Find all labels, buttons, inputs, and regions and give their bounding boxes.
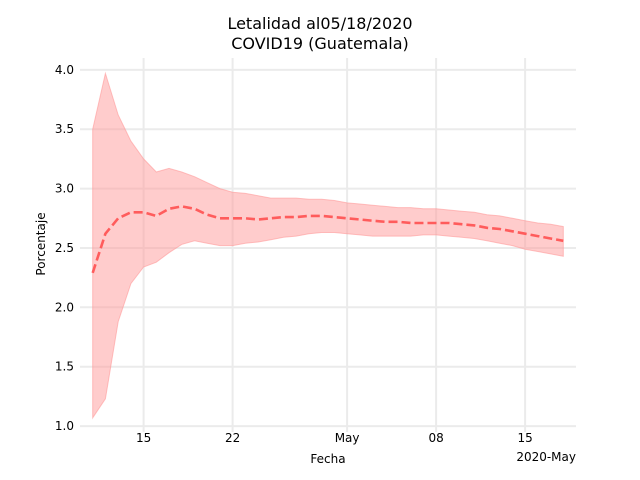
chart-title: Letalidad al05/18/2020	[227, 14, 412, 33]
x-tick-label: 15	[136, 431, 151, 445]
confidence-band	[92, 71, 564, 420]
x-tick-labels: 15 22 May 08 15	[136, 431, 533, 445]
band-layer	[92, 71, 564, 420]
y-tick-label: 3.0	[55, 182, 74, 196]
series-line	[91, 205, 564, 274]
chart-subtitle: COVID19 (Guatemala)	[231, 34, 409, 53]
x-offset-label: 2020-May	[516, 450, 576, 464]
y-tick-label: 2.5	[55, 241, 74, 255]
y-tick-labels: 1.0 1.5 2.0 2.5 3.0 3.5 4.0	[55, 63, 74, 433]
x-tick-label: 22	[225, 431, 240, 445]
x-tick-label: 08	[428, 431, 443, 445]
x-tick-label: 15	[517, 431, 532, 445]
y-tick-label: 3.5	[55, 122, 74, 136]
line-layer	[91, 205, 564, 274]
y-tick-label: 4.0	[55, 63, 74, 77]
grid-layer	[80, 58, 576, 432]
y-tick-label: 1.5	[55, 360, 74, 374]
y-axis-label: Porcentaje	[34, 212, 48, 275]
y-tick-label: 1.0	[55, 419, 74, 433]
x-tick-label: May	[335, 431, 360, 445]
x-axis-label: Fecha	[310, 452, 345, 466]
y-tick-label: 2.0	[55, 300, 74, 314]
